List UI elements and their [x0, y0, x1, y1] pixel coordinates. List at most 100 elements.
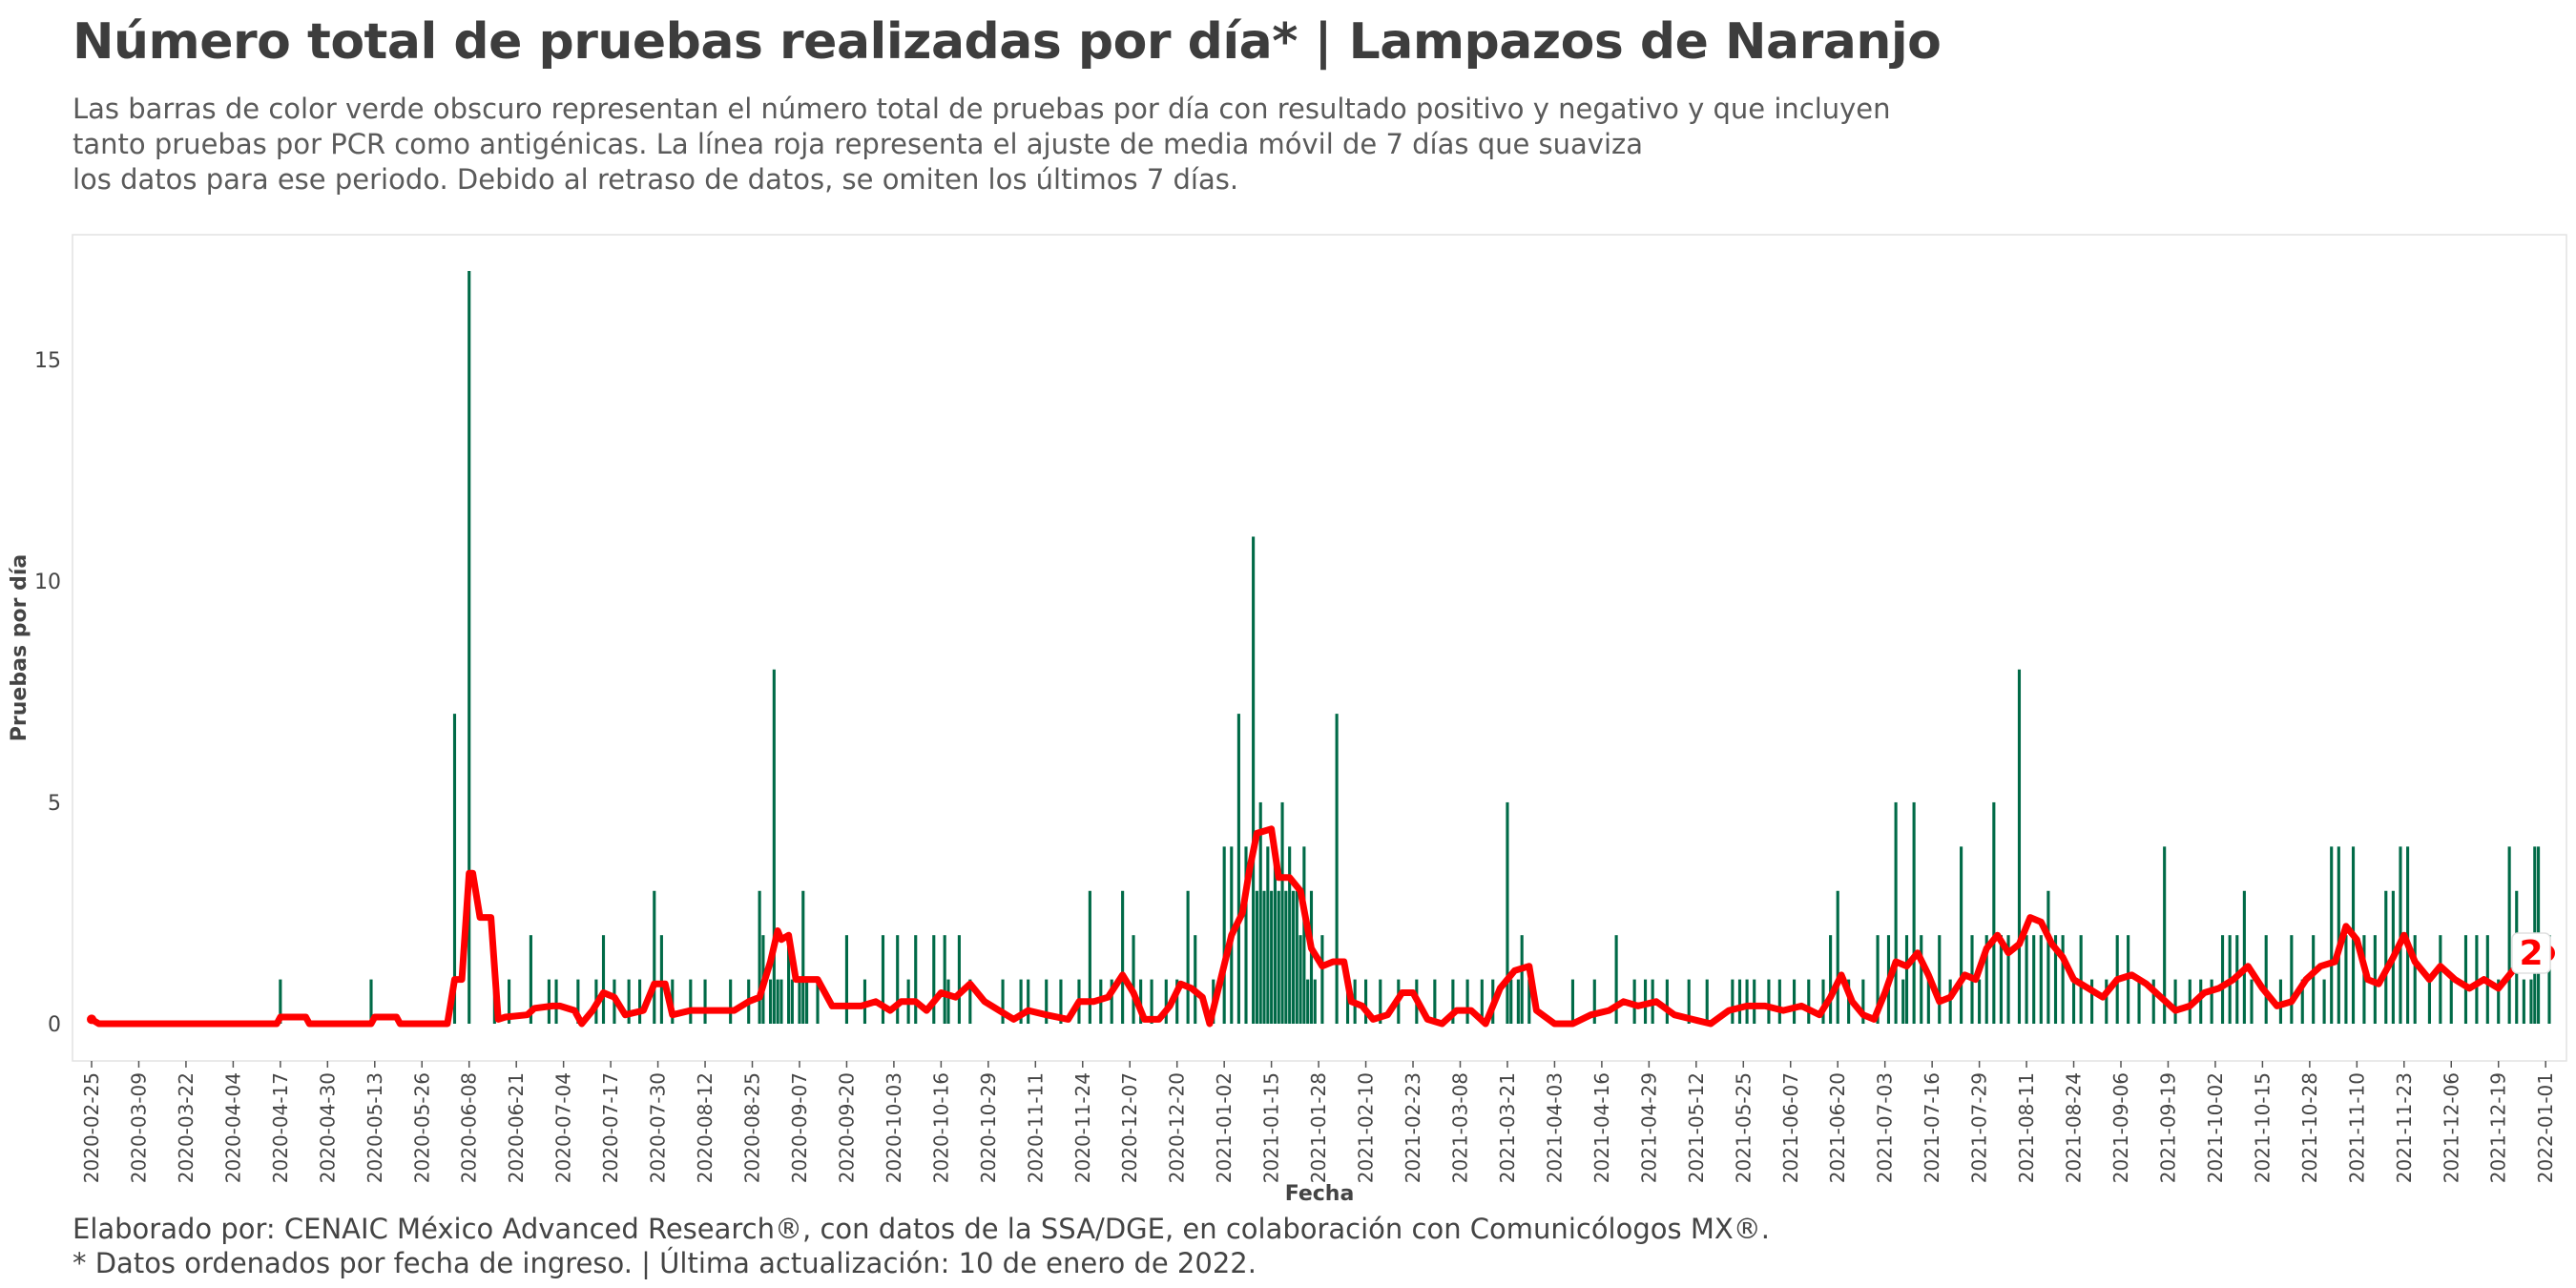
bar: [653, 890, 656, 1024]
x-tick-label: 2020-10-03: [883, 1072, 905, 1183]
bar: [467, 271, 471, 1024]
bar: [1861, 979, 1865, 1024]
x-tick-label: 2020-08-12: [694, 1072, 717, 1183]
bar: [1027, 979, 1030, 1024]
x-tick-label: 2021-01-28: [1307, 1072, 1330, 1183]
bar: [1273, 846, 1277, 1024]
bar: [2017, 669, 2022, 1024]
bar: [2344, 935, 2348, 1024]
x-tick-label: 2021-01-02: [1213, 1072, 1236, 1183]
bar: [1313, 979, 1317, 1024]
bar: [2413, 935, 2417, 1024]
y-tick-label: 5: [48, 792, 61, 816]
bar: [844, 935, 848, 1024]
x-tick-label: 2020-06-08: [458, 1072, 481, 1183]
y-tick-label: 0: [48, 1013, 61, 1037]
bar: [1767, 979, 1771, 1024]
x-tick-label: 2020-11-24: [1071, 1072, 1094, 1183]
x-tick-label: 2020-12-20: [1166, 1072, 1189, 1183]
line-layer: [87, 825, 2553, 1028]
bar: [1309, 890, 1314, 1024]
bar: [2039, 935, 2043, 1024]
end-label: 2: [2511, 932, 2555, 974]
bar: [1302, 846, 1306, 1024]
bar: [2053, 935, 2058, 1024]
bar: [2079, 935, 2083, 1024]
bar: [1894, 801, 1898, 1024]
chart-subtitle: Las barras de color verde obscuro repres…: [73, 92, 1891, 197]
bar: [659, 935, 663, 1024]
x-tick-label: 2020-04-17: [269, 1072, 292, 1183]
x-tick-label: 2021-08-11: [2015, 1072, 2038, 1183]
x-tick-label: 2021-03-21: [1496, 1072, 1519, 1183]
bar: [2242, 890, 2246, 1024]
chart-title: Número total de pruebas realizadas por d…: [73, 13, 1942, 71]
bar: [689, 979, 693, 1024]
bar: [279, 979, 282, 1024]
bar: [2384, 890, 2388, 1024]
x-tick-label: 2021-11-23: [2393, 1072, 2416, 1183]
bar: [1509, 979, 1513, 1024]
x-tick-label: 2021-04-29: [1637, 1072, 1660, 1183]
bar: [816, 979, 820, 1024]
bar: [2220, 935, 2225, 1024]
bar: [932, 935, 936, 1024]
bar: [1527, 979, 1531, 1024]
bar: [1938, 935, 1942, 1024]
x-tick-label: 2021-10-15: [2251, 1072, 2274, 1183]
x-tick-label: 2020-09-07: [788, 1072, 811, 1183]
bar: [1731, 979, 1735, 1024]
bar: [1284, 890, 1288, 1024]
bar: [2025, 935, 2028, 1024]
bar: [1270, 890, 1274, 1024]
bar: [1520, 935, 1524, 1024]
subtitle-line: los datos para ese periodo. Debido al re…: [73, 163, 1239, 196]
bar: [2071, 979, 2076, 1024]
x-tick-label: 2020-03-22: [175, 1072, 197, 1183]
bar: [1665, 979, 1669, 1024]
bar: [1999, 935, 2003, 1024]
bar: [1465, 979, 1469, 1024]
bar: [1793, 979, 1797, 1024]
bar: [2330, 846, 2334, 1024]
x-tick-label: 2020-07-04: [552, 1072, 575, 1183]
caption-credit: Elaborado por: CENAIC México Advanced Re…: [73, 1213, 1770, 1245]
bar: [2362, 935, 2366, 1024]
bar: [968, 979, 972, 1024]
bar: [2032, 935, 2036, 1024]
bar: [576, 979, 580, 1024]
x-tick-label: 2021-11-10: [2345, 1072, 2368, 1183]
bar: [2529, 979, 2533, 1024]
bar: [1186, 890, 1190, 1024]
bar: [2151, 979, 2155, 1024]
bar: [2300, 979, 2304, 1024]
x-tick-label: 2022-01-01: [2534, 1072, 2557, 1183]
x-tick-label: 2020-07-17: [599, 1072, 622, 1183]
moving-average-line: [88, 825, 2553, 1028]
bar: [914, 935, 918, 1024]
bar: [787, 935, 791, 1024]
bar: [946, 979, 950, 1024]
bar: [1262, 890, 1266, 1024]
x-tick-label: 2021-03-08: [1448, 1072, 1471, 1183]
bar: [2449, 979, 2453, 1024]
bar: [1280, 801, 1284, 1024]
bar: [2199, 979, 2203, 1024]
bar: [768, 979, 773, 1024]
x-axis: 2020-02-25 2020-03-09 2020-03-22 2020-04-04…: [80, 1061, 2557, 1183]
y-tick-label: 10: [34, 571, 61, 594]
x-tick-label: 2020-05-13: [364, 1072, 386, 1183]
x-tick-label: 2021-09-19: [2156, 1072, 2179, 1183]
x-tick-label: 2020-05-26: [410, 1072, 433, 1183]
bar: [1164, 979, 1168, 1024]
bar: [2137, 979, 2141, 1024]
bar: [801, 890, 805, 1024]
bar: [2547, 935, 2551, 1024]
bar: [2312, 935, 2316, 1024]
x-tick-label: 2021-12-19: [2487, 1072, 2510, 1183]
bar: [779, 979, 783, 1024]
bar: [2507, 846, 2511, 1024]
bar: [2173, 979, 2177, 1024]
bar: [1255, 890, 1258, 1024]
